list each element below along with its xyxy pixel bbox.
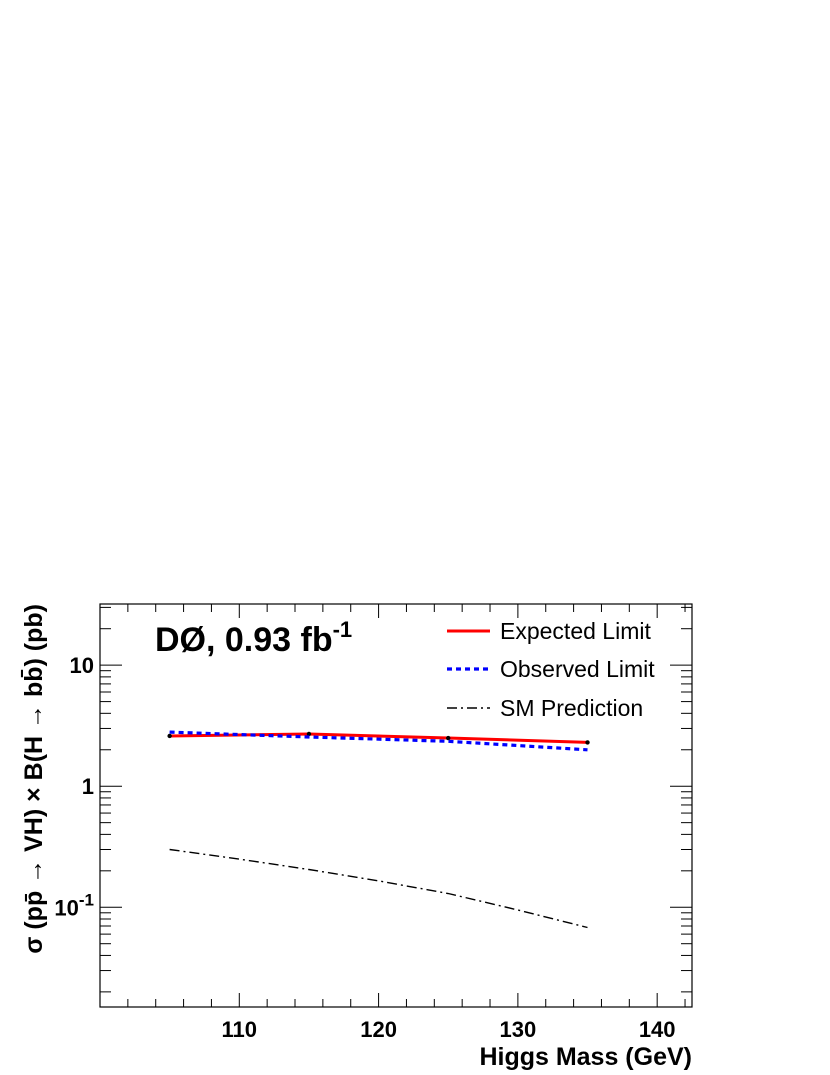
x-tick-label: 130 bbox=[500, 1017, 537, 1042]
annotation-superscript: -1 bbox=[333, 617, 353, 642]
y-tick-base: 10 bbox=[54, 895, 78, 920]
y-tick-base: 1 bbox=[82, 774, 94, 799]
data-point bbox=[446, 735, 451, 741]
series-line-expected-limit bbox=[169, 732, 588, 744]
data-point bbox=[585, 740, 590, 745]
series-line-sm-prediction bbox=[169, 848, 588, 929]
annotation-text: DØ, 0.93 fb bbox=[155, 621, 333, 659]
legend: Expected Limit Observed Limit SM Predictio… bbox=[447, 618, 655, 721]
y-tick-label: 1 bbox=[82, 774, 94, 799]
x-tick-label: 110 bbox=[222, 1017, 258, 1042]
series-line-observed-limit bbox=[169, 730, 588, 752]
x-tick-label: 140 bbox=[639, 1017, 676, 1042]
y-tick-base: 10 bbox=[70, 653, 94, 678]
y-tick-label: 10 bbox=[70, 653, 94, 678]
experiment-annotation: DØ, 0.93 fb-1 bbox=[155, 617, 352, 659]
legend-label: Observed Limit bbox=[500, 656, 655, 682]
plot-frame bbox=[99, 603, 693, 1008]
y-tick-exponent: -1 bbox=[79, 890, 94, 909]
x-tick-label: 120 bbox=[360, 1017, 397, 1042]
data-point bbox=[306, 731, 312, 737]
x-axis-title: Higgs Mass (GeV) bbox=[479, 1043, 692, 1071]
data-point bbox=[167, 733, 172, 739]
y-axis-title: σ (pp̄ → VH) × B(H → bb̄) (pb) bbox=[19, 604, 48, 954]
legend-label: SM Prediction bbox=[500, 695, 643, 721]
y-tick-label: 10-1 bbox=[54, 890, 94, 920]
legend-label: Expected Limit bbox=[500, 618, 651, 644]
